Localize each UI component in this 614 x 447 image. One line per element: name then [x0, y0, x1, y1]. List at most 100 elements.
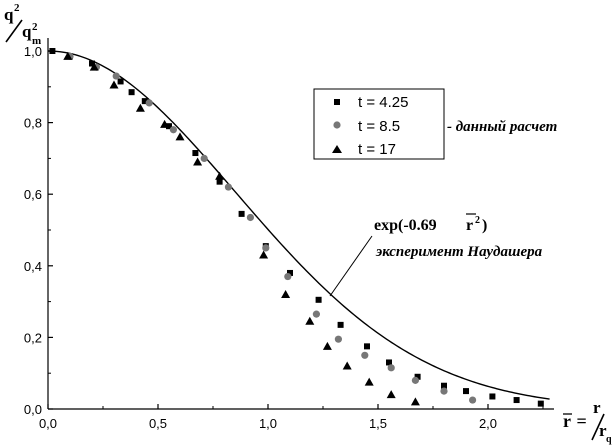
point-t4-25-square: [315, 296, 322, 303]
point-t8-5-circle: [469, 396, 477, 404]
point-t17-triangle: [410, 397, 420, 406]
curve-formula-sup: 2: [475, 215, 480, 226]
fit-curve-line: [47, 50, 550, 400]
point-t17-triangle: [215, 171, 225, 180]
point-t8-5-circle: [112, 72, 120, 80]
xlabel-denominator-sub: q: [606, 434, 612, 445]
y-axis-label: q 2 q 2 m: [4, 2, 41, 47]
legend-marker-circle: [333, 121, 341, 129]
legend-label-2: t = 8.5: [358, 118, 400, 135]
curve-annotation: exp(-0.69 r 2 ) эксперимент Наудашера: [329, 213, 543, 297]
ylabel-denominator: q: [22, 22, 32, 41]
x-tick-label: 0,5: [149, 416, 167, 431]
axis-ticks: 0,0 0,5 1,0 1,5 2,0 0,0 0,2 0,4 0,6 0,8 1,0: [24, 44, 544, 431]
y-tick-label: 0,4: [24, 259, 42, 274]
point-t4-25-square: [192, 150, 199, 157]
curve-formula-var: r: [466, 217, 473, 234]
point-t4-25-square: [128, 89, 135, 96]
plot-area: [47, 38, 554, 410]
svg-text:2: 2: [14, 2, 20, 14]
point-t17-triangle: [259, 250, 269, 259]
point-t8-5-circle: [334, 335, 342, 343]
svg-text:exp(-0.69: exp(-0.69: [374, 217, 441, 234]
ylabel-numerator-sup: 2: [14, 2, 20, 14]
point-t17-triangle: [109, 80, 119, 89]
y-tick-label: 0,8: [24, 116, 42, 131]
y-tick-label: 0,0: [24, 402, 42, 417]
legend-marker-triangle: [332, 145, 342, 153]
ylabel-slash: [5, 19, 23, 43]
legend-entry-2: t = 8.5: [333, 118, 400, 135]
point-t4-25-square: [513, 397, 520, 404]
point-t8-5-circle: [200, 154, 208, 162]
legend-entry-1: t = 4.25: [334, 94, 408, 111]
svg-text:r: r: [599, 421, 607, 440]
point-t4-25-square: [166, 123, 172, 130]
point-t4-25-square: [117, 78, 124, 85]
y-tick-label: 1,0: [24, 44, 42, 59]
point-t8-5-circle: [169, 126, 177, 134]
point-t4-25-square: [216, 178, 223, 185]
point-t8-5-circle: [312, 310, 320, 318]
data-points: [49, 48, 544, 407]
point-t4-25-square: [141, 98, 148, 105]
point-t4-25-square: [386, 359, 392, 366]
point-t4-25-square: [89, 60, 95, 67]
legend-marker-square: [334, 99, 340, 105]
point-t17-triangle: [160, 119, 170, 128]
ylabel-numerator: q: [4, 5, 14, 24]
point-t8-5-circle: [361, 351, 369, 359]
point-t4-25-square: [441, 382, 447, 389]
point-t8-5-circle: [262, 244, 270, 252]
point-t8-5-circle: [440, 387, 448, 395]
x-tick-label: 1,5: [369, 416, 387, 431]
point-t4-25-square: [463, 388, 469, 395]
point-t17-triangle: [305, 316, 315, 325]
xlabel-denominator: r: [599, 421, 607, 440]
point-t4-25-square: [489, 393, 496, 400]
point-t17-triangle: [175, 132, 185, 141]
point-t17-triangle: [364, 377, 374, 386]
point-t17-triangle: [135, 103, 145, 112]
point-t17-triangle: [281, 289, 291, 298]
point-t17-triangle: [63, 51, 73, 60]
svg-text:=: =: [572, 411, 591, 431]
point-t8-5-circle: [284, 272, 292, 281]
svg-text:r: r: [563, 411, 571, 431]
y-tick-label: 0,6: [24, 187, 42, 202]
legend: t = 4.25 t = 8.5 t = 17 - данный расчет: [313, 88, 557, 160]
point-t4-25-square: [364, 343, 370, 350]
point-t8-5-circle: [411, 376, 419, 384]
svg-text:r: r: [593, 398, 601, 417]
point-t4-25-square: [238, 210, 245, 217]
svg-text:q: q: [4, 5, 14, 24]
x-tick-label: 1,0: [259, 416, 277, 431]
ylabel-denominator-sub: m: [32, 35, 41, 47]
xlabel-eq: =: [572, 411, 591, 431]
xlabel-slash: [591, 413, 605, 441]
svg-text:2: 2: [475, 215, 480, 226]
y-tick-label: 0,2: [24, 330, 42, 345]
point-t17-triangle: [89, 62, 99, 71]
point-t8-5-circle: [387, 364, 395, 372]
point-t4-25-square: [287, 269, 293, 276]
xlabel-rbar: r: [563, 411, 571, 431]
curve-subtitle: эксперимент Наудашера: [375, 244, 543, 260]
curve-formula-prefix: exp(-0.69: [374, 217, 441, 234]
curve-layer: [47, 50, 550, 400]
point-t17-triangle: [322, 341, 332, 350]
legend-caption: - данный расчет: [447, 119, 557, 135]
point-t17-triangle: [342, 361, 352, 370]
x-axis-label: r = r r q: [563, 398, 612, 445]
point-t4-25-square: [337, 321, 344, 328]
xlabel-numerator: r: [593, 398, 601, 417]
svg-text:q: q: [22, 22, 32, 41]
legend-label-1: t = 4.25: [358, 94, 408, 111]
svg-text:m: m: [32, 35, 41, 47]
point-t4-25-square: [414, 373, 421, 380]
svg-text:): ): [482, 217, 487, 234]
point-t4-25-square: [537, 400, 544, 407]
curve-formula-suffix: ): [482, 217, 487, 234]
point-t8-5-circle: [246, 213, 254, 222]
